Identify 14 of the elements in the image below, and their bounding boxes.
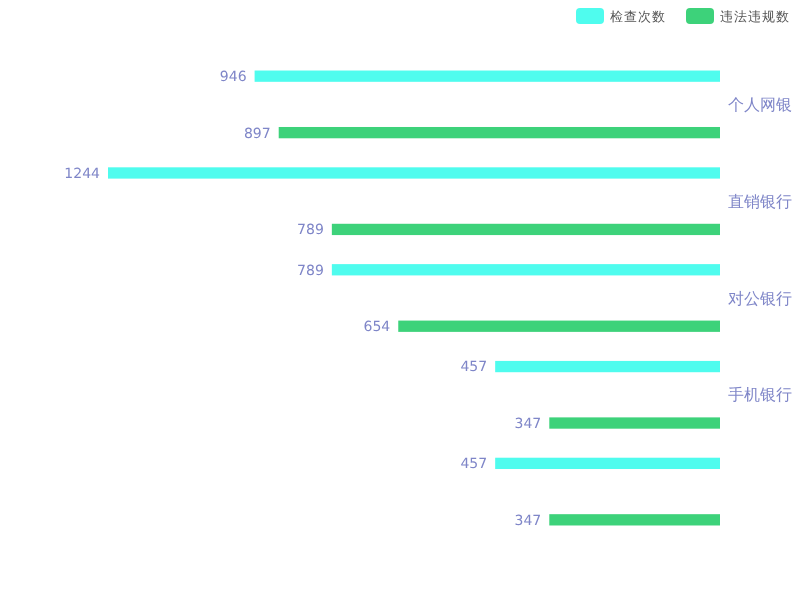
y-tick-label: 直销银行 xyxy=(728,192,792,211)
bar xyxy=(254,70,720,82)
bar xyxy=(495,360,720,373)
bar xyxy=(331,264,720,276)
y-tick-label: 个人网银 xyxy=(728,96,792,114)
bar xyxy=(495,457,720,470)
bar xyxy=(398,320,720,332)
bar xyxy=(278,126,720,139)
bar xyxy=(549,514,720,526)
y-tick-label: 对公银行 xyxy=(728,289,792,308)
bar xyxy=(108,167,720,179)
y-tick-label: 手机银行 xyxy=(728,386,792,405)
bar xyxy=(331,223,720,236)
bar xyxy=(549,417,720,429)
